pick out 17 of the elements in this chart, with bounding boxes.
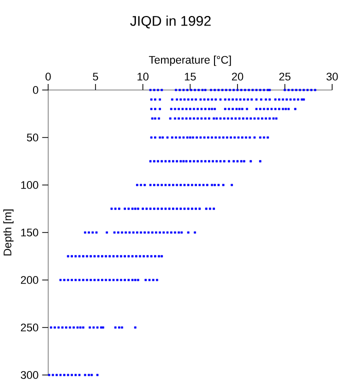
x-tick-label: 15 (185, 72, 196, 80)
x-tick-label: 5 (93, 72, 98, 80)
y-tick-label: 0 (33, 86, 38, 94)
chart-title: JIQD in 1992 (130, 16, 211, 28)
x-tick-label: 20 (232, 72, 244, 80)
y-tick-label: 100 (21, 181, 38, 189)
x-tick-label: 30 (326, 72, 338, 80)
y-tick-label: 300 (21, 371, 38, 379)
y-axis-title: Depth [m] (4, 210, 14, 256)
x-tick-label: 25 (279, 72, 291, 80)
y-tick-label: 50 (27, 134, 38, 142)
x-tick-label: 0 (46, 72, 51, 80)
y-tick-label: 200 (21, 276, 38, 284)
y-tick-label: 150 (21, 228, 38, 236)
x-tick-label: 10 (138, 72, 149, 80)
x-axis-title: Temperature [°C] (149, 56, 232, 66)
y-tick-label: 250 (21, 324, 38, 332)
